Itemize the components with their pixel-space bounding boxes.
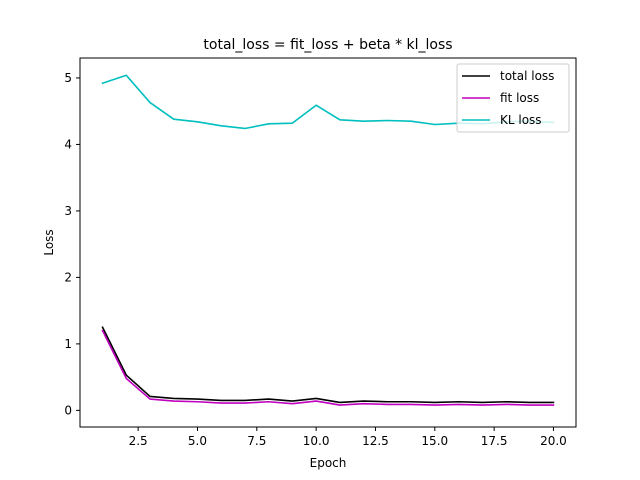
x-axis-label: Epoch — [310, 456, 347, 470]
y-tick-label: 0 — [64, 403, 72, 417]
x-tick-label: 15.0 — [421, 434, 448, 448]
y-tick-label: 5 — [64, 71, 72, 85]
chart-title: total_loss = fit_loss + beta * kl_loss — [203, 37, 452, 53]
legend-label: total loss — [500, 69, 554, 83]
y-tick-label: 1 — [64, 337, 72, 351]
plot-frame — [79, 57, 577, 428]
x-axis-ticks: 2.5 5.0 7.5 10.0 12.5 15.0 17.5 20.0 — [129, 427, 567, 448]
y-tick-label: 3 — [64, 204, 72, 218]
x-tick-label: 17.5 — [481, 434, 508, 448]
x-tick-label: 2.5 — [129, 434, 148, 448]
series-line-total-loss — [101, 326, 555, 404]
legend-label: fit loss — [500, 91, 539, 105]
y-axis-ticks: 0 1 2 3 4 5 — [64, 71, 80, 417]
x-tick-label: 7.5 — [247, 434, 266, 448]
y-tick-label: 4 — [64, 137, 72, 151]
legend-items: total loss fit loss KL loss — [462, 69, 554, 127]
y-tick-label: 2 — [64, 270, 72, 284]
x-tick-label: 20.0 — [540, 434, 567, 448]
legend: total loss fit loss KL loss — [456, 63, 570, 133]
x-tick-label: 5.0 — [188, 434, 207, 448]
legend-box — [456, 63, 570, 133]
y-axis-label: Loss — [42, 229, 56, 255]
legend-label: KL loss — [500, 113, 542, 127]
x-tick-label: 10.0 — [303, 434, 330, 448]
x-tick-label: 12.5 — [362, 434, 389, 448]
series-line-fit-loss — [101, 329, 555, 406]
